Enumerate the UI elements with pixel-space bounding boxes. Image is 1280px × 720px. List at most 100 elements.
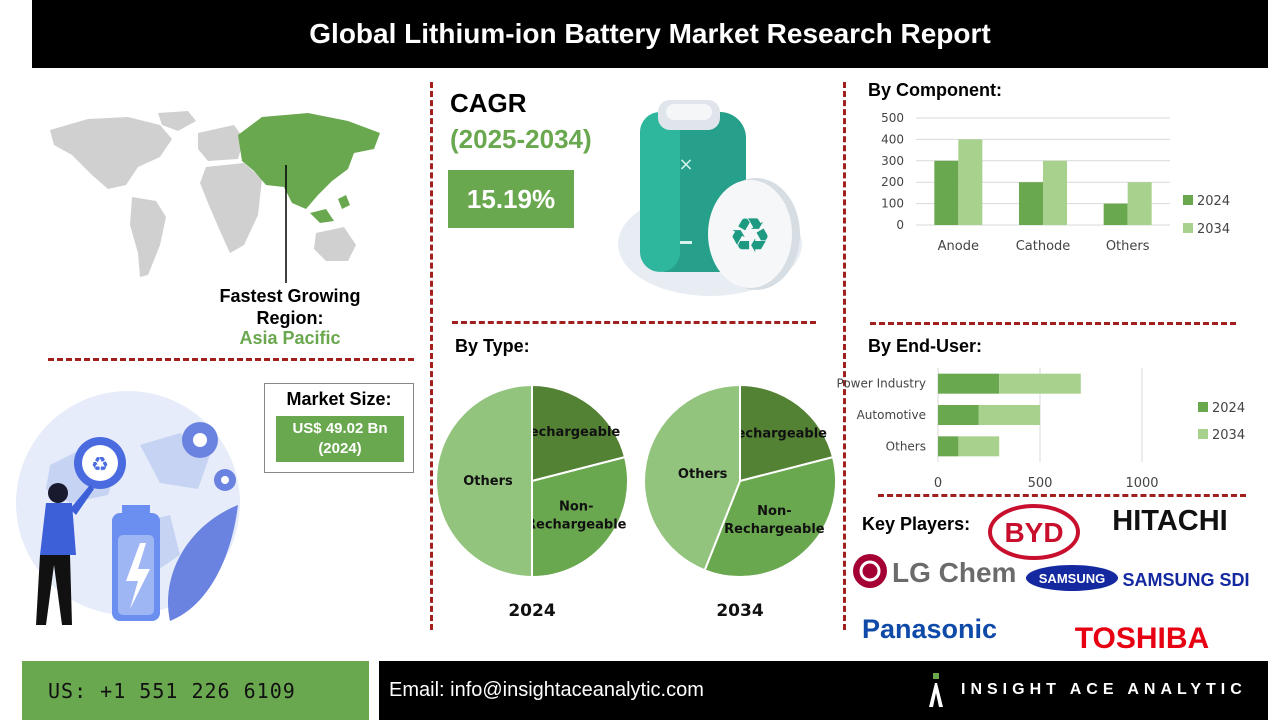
region-value: Asia Pacific xyxy=(239,328,341,348)
key-players-logos: BYD HITACHI LG Chem SAMSUNG SAMSUNG SDI … xyxy=(853,504,1250,655)
y-tick-label: Automotive xyxy=(857,408,926,422)
svg-text:×: × xyxy=(678,154,693,175)
footer-phone-bar: US: +1 551 226 6109 xyxy=(22,661,369,720)
key-players-title: Key Players: xyxy=(862,514,971,534)
footer-brand: INSIGHT ACE ANALYTIC xyxy=(961,681,1247,698)
pie-slice-others xyxy=(435,383,533,579)
player-samsung-sdi: SAMSUNG SDI xyxy=(1122,570,1249,590)
bar-power-industry-2024 xyxy=(938,373,1000,394)
samsung-logo: SAMSUNG xyxy=(1026,565,1118,591)
x-tick-label: 0 xyxy=(934,476,942,491)
bar-others-2024 xyxy=(938,436,959,457)
legend-label: 2024 xyxy=(1212,401,1245,416)
bar-others-2034 xyxy=(1127,182,1152,225)
pie-label: Others xyxy=(678,467,728,482)
bar-automotive-2024 xyxy=(938,405,979,425)
y-tick-label: Power Industry xyxy=(837,377,926,391)
divider-component xyxy=(870,322,1236,325)
cagr-value-box: 15.19% xyxy=(448,170,574,228)
type-title: By Type: xyxy=(455,336,530,356)
y-tick-label: 200 xyxy=(881,175,904,189)
enduser-title: By End-User: xyxy=(868,336,983,356)
bar-anode-2034 xyxy=(958,139,983,225)
pie-label: Rechargeable xyxy=(724,522,825,537)
x-tick-label: Cathode xyxy=(1016,239,1071,254)
region-label: Fastest Growing Region: xyxy=(219,286,361,328)
player-byd: BYD xyxy=(1004,517,1063,548)
x-tick-label: Anode xyxy=(938,239,979,254)
bar-cathode-2034 xyxy=(1043,160,1067,225)
battery-icon xyxy=(112,505,160,621)
type-pie-chart-2034: Rechargeable Non- Rechargeable Others 2034 xyxy=(643,383,837,620)
divider-region xyxy=(48,358,414,361)
pie-slice-others xyxy=(643,383,741,572)
bar-automotive-2034 xyxy=(978,405,1040,425)
world-map-continents xyxy=(50,111,356,277)
pie-slice-non-rechargeable xyxy=(703,455,837,578)
world-map xyxy=(50,111,380,283)
component-bar-chart: 0 100 200 300 400 500 Anode Cathode Others 2024 20… xyxy=(881,111,1230,254)
title-bar: Global Lithium-ion Battery Market Resear… xyxy=(32,0,1268,68)
enduser-bar-chart: 0 500 1000 Power Industry Automotive Others 20… xyxy=(837,368,1245,491)
bar-others-2034 xyxy=(958,436,1000,457)
svg-text:♻: ♻ xyxy=(91,452,109,476)
footer-email-bar: Email: info@insightaceanalytic.com INSIG… xyxy=(379,661,1268,720)
lg-chem-logo: LG Chem xyxy=(853,554,1016,588)
legend-label: 2034 xyxy=(1212,428,1245,443)
x-tick-label: 1000 xyxy=(1125,476,1158,491)
asia-pacific-region xyxy=(238,113,380,209)
y-tick-label: 400 xyxy=(881,132,904,146)
player-samsung: SAMSUNG xyxy=(1039,571,1105,586)
legend-label: 2024 xyxy=(1197,194,1230,209)
byd-logo: BYD xyxy=(988,504,1080,560)
market-size-year: (2024) xyxy=(318,440,362,457)
pie-label: Others xyxy=(463,474,513,489)
svg-text:♻: ♻ xyxy=(728,208,771,264)
pie-slice-rechargeable xyxy=(739,383,835,483)
x-tick-label: Others xyxy=(1106,239,1150,254)
divider-right xyxy=(843,82,846,630)
insightace-logo-icon xyxy=(929,673,943,707)
pie-label: Non- xyxy=(559,499,593,514)
legend-swatch-2024 xyxy=(1183,195,1193,205)
divider-cagr xyxy=(452,321,816,324)
legend-label: 2034 xyxy=(1197,222,1230,237)
pie-label: Rechargeable xyxy=(520,425,621,440)
bar-power-industry-2034 xyxy=(999,373,1081,394)
illustration-person-battery: ♻ xyxy=(16,391,240,625)
pie-year-label: 2024 xyxy=(508,601,555,620)
legend-swatch-2034 xyxy=(1183,223,1193,233)
legend-swatch-2034 xyxy=(1198,429,1208,439)
x-tick-label: 500 xyxy=(1028,476,1053,491)
player-panasonic: Panasonic xyxy=(862,614,997,644)
component-title: By Component: xyxy=(868,80,1002,100)
pie-label: Rechargeable xyxy=(727,427,828,442)
y-tick-label: 100 xyxy=(881,197,904,211)
market-size-value-box: US$ 49.02 Bn (2024) xyxy=(276,416,404,462)
pie-label: Non- xyxy=(757,504,791,519)
y-tick-label: 0 xyxy=(896,218,904,232)
y-tick-label: 300 xyxy=(881,154,904,168)
type-pie-chart-2024: Rechargeable Non- Rechargeable Others 2024 xyxy=(435,383,629,620)
cagr-value: 15.19% xyxy=(466,183,556,214)
pie-year-label: 2034 xyxy=(716,601,763,620)
bar-others-2024 xyxy=(1103,203,1128,225)
pie-slice-non-rechargeable xyxy=(531,455,629,579)
divider-enduser xyxy=(878,494,1246,497)
bar-anode-2024 xyxy=(934,160,959,225)
y-tick-label: 500 xyxy=(881,111,904,125)
cagr-title: CAGR xyxy=(450,88,527,118)
bar-cathode-2024 xyxy=(1019,182,1043,225)
pie-label: Rechargeable xyxy=(526,517,627,532)
page-title: Global Lithium-ion Battery Market Resear… xyxy=(309,18,991,49)
player-lg-chem: LG Chem xyxy=(892,557,1016,588)
player-hitachi: HITACHI xyxy=(1112,505,1227,537)
recycle-coin-icon: ♻ xyxy=(708,178,800,290)
green-battery-illustration: × ♻ xyxy=(618,100,802,296)
person-figure xyxy=(36,483,94,625)
player-toshiba: TOSHIBA xyxy=(1075,622,1209,655)
market-size-label: Market Size: xyxy=(286,389,392,409)
cagr-years: (2025-2034) xyxy=(450,124,592,154)
divider-left xyxy=(430,82,433,630)
footer-email: Email: info@insightaceanalytic.com xyxy=(389,679,704,701)
